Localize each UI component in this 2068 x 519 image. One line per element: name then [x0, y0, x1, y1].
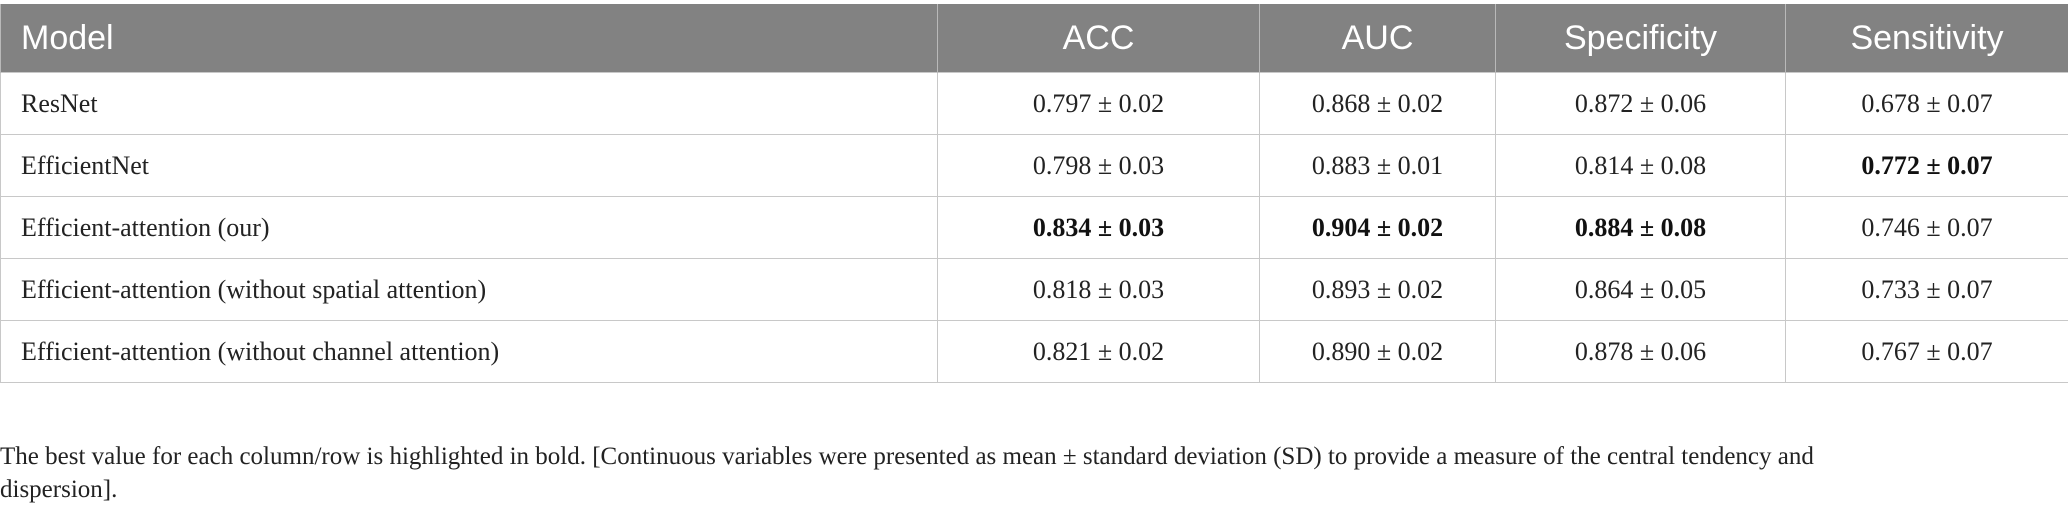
results-table: Model ACC AUC Specificity Sensitivity Re… — [0, 4, 2068, 383]
cell-sensitivity: 0.733 ± 0.07 — [1785, 258, 2068, 321]
cell-specificity: 0.878 ± 0.06 — [1495, 320, 1786, 383]
table-row-without-channel-attention: Efficient-attention (without channel att… — [0, 320, 2068, 383]
cell-auc: 0.868 ± 0.02 — [1259, 72, 1496, 135]
cell-auc: 0.893 ± 0.02 — [1259, 258, 1496, 321]
table-row-without-spatial-attention: Efficient-attention (without spatial att… — [0, 258, 2068, 321]
header-specificity: Specificity — [1495, 4, 1786, 73]
cell-acc-best: 0.834 ± 0.03 — [937, 196, 1260, 259]
cell-auc: 0.890 ± 0.02 — [1259, 320, 1496, 383]
cell-specificity-best: 0.884 ± 0.08 — [1495, 196, 1786, 259]
cell-model: ResNet — [0, 72, 938, 135]
cell-acc: 0.821 ± 0.02 — [937, 320, 1260, 383]
footnote-line-2: dispersion]. — [0, 476, 118, 503]
header-model: Model — [0, 4, 938, 73]
table-header: Model ACC AUC Specificity Sensitivity — [0, 4, 2068, 73]
cell-model: EfficientNet — [0, 134, 938, 197]
cell-auc-best: 0.904 ± 0.02 — [1259, 196, 1496, 259]
table-footnote: The best value for each column/row is hi… — [0, 440, 2040, 506]
cell-model: Efficient-attention (without channel att… — [0, 320, 938, 383]
cell-acc: 0.798 ± 0.03 — [937, 134, 1260, 197]
header-acc: ACC — [937, 4, 1260, 73]
cell-model: Efficient-attention (without spatial att… — [0, 258, 938, 321]
header-auc: AUC — [1259, 4, 1496, 73]
cell-specificity: 0.864 ± 0.05 — [1495, 258, 1786, 321]
cell-auc: 0.883 ± 0.01 — [1259, 134, 1496, 197]
cell-specificity: 0.872 ± 0.06 — [1495, 72, 1786, 135]
table-row-resnet: ResNet 0.797 ± 0.02 0.868 ± 0.02 0.872 ±… — [0, 72, 2068, 135]
cell-acc: 0.818 ± 0.03 — [937, 258, 1260, 321]
cell-acc: 0.797 ± 0.02 — [937, 72, 1260, 135]
header-sensitivity: Sensitivity — [1785, 4, 2068, 73]
cell-model: Efficient-attention (our) — [0, 196, 938, 259]
cell-sensitivity: 0.767 ± 0.07 — [1785, 320, 2068, 383]
cell-specificity: 0.814 ± 0.08 — [1495, 134, 1786, 197]
header-row: Model ACC AUC Specificity Sensitivity — [0, 4, 2068, 73]
cell-sensitivity-best: 0.772 ± 0.07 — [1785, 134, 2068, 197]
table-body: ResNet 0.797 ± 0.02 0.868 ± 0.02 0.872 ±… — [0, 72, 2068, 383]
footnote-line-1: The best value for each column/row is hi… — [0, 443, 1814, 470]
cell-sensitivity: 0.746 ± 0.07 — [1785, 196, 2068, 259]
table-row-efficient-attention-our: Efficient-attention (our) 0.834 ± 0.03 0… — [0, 196, 2068, 259]
results-table-container: Model ACC AUC Specificity Sensitivity Re… — [0, 4, 2068, 383]
cell-sensitivity: 0.678 ± 0.07 — [1785, 72, 2068, 135]
table-row-efficientnet: EfficientNet 0.798 ± 0.03 0.883 ± 0.01 0… — [0, 134, 2068, 197]
